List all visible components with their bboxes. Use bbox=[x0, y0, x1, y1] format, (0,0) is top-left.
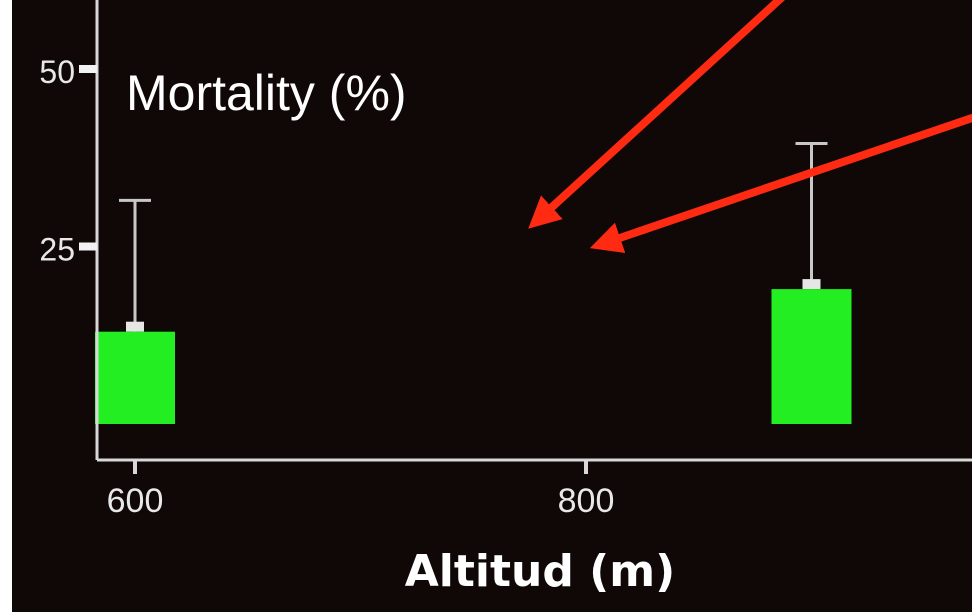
arrows-layer bbox=[528, 0, 972, 253]
bar-marker bbox=[126, 321, 144, 332]
y-tick bbox=[79, 242, 97, 251]
x-tick-label: 800 bbox=[558, 482, 615, 520]
axes-layer: 255060080010001200 bbox=[39, 0, 972, 520]
chart-title: Mortality (%) bbox=[126, 65, 407, 121]
x-tick-label: 600 bbox=[107, 482, 164, 520]
annotation-arrow bbox=[528, 0, 785, 229]
y-tick bbox=[79, 65, 97, 73]
bars-layer bbox=[95, 142, 852, 424]
bar-marker bbox=[802, 279, 821, 290]
y-tick-label: 50 bbox=[39, 54, 75, 90]
annotation-arrow bbox=[589, 113, 972, 253]
x-axis-label: Altitud (m) bbox=[405, 546, 676, 597]
bar bbox=[95, 331, 175, 424]
bar bbox=[771, 289, 852, 424]
y-tick-label: 25 bbox=[39, 232, 75, 268]
